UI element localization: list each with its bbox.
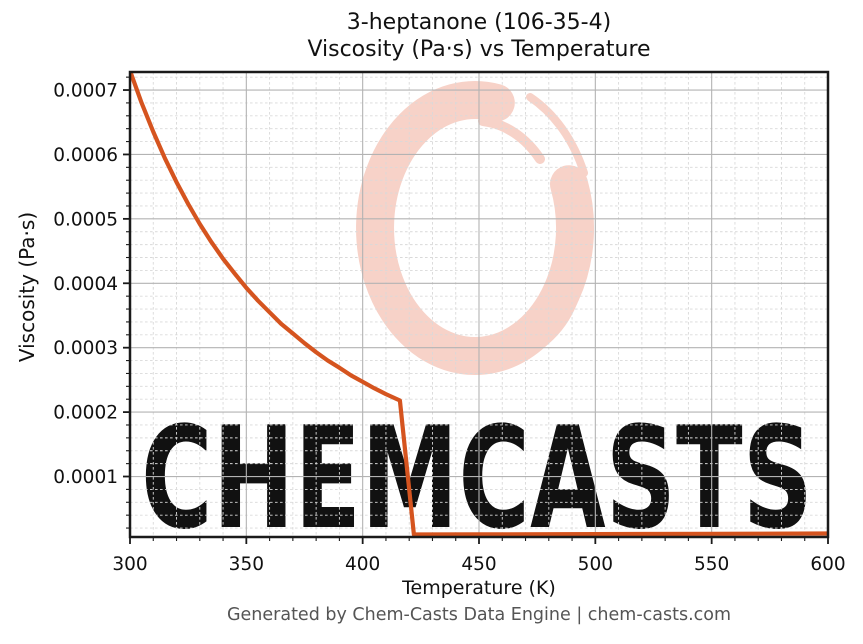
y-tick-label: 0.0004 (53, 274, 118, 295)
x-tick-label: 550 (694, 554, 729, 575)
axis-ticks (123, 76, 829, 544)
title-line-1: 3-heptanone (106-35-4) (346, 10, 612, 35)
x-tick-label: 300 (112, 554, 147, 575)
y-tick-label: 0.0002 (53, 403, 118, 424)
x-tick-label: 600 (810, 554, 845, 575)
y-tick-label: 0.0001 (53, 467, 118, 488)
viscosity-curve (130, 72, 828, 537)
footer-credit: Generated by Chem-Casts Data Engine | ch… (226, 605, 732, 625)
x-tick-label: 400 (345, 554, 380, 575)
y-tick-label: 0.0007 (53, 81, 118, 102)
x-tick-label: 450 (461, 554, 496, 575)
x-tick-label: 350 (229, 554, 264, 575)
y-tick-label: 0.0006 (53, 145, 118, 166)
title-line-2: Viscosity (Pa·s) vs Temperature (307, 37, 651, 62)
y-tick-label: 0.0003 (53, 338, 118, 359)
grid-major (130, 72, 828, 537)
y-tick-label: 0.0005 (53, 209, 118, 230)
axis-tick-labels: 300 350 400 450 500 550 600 0.0001 0.0002 0.0003 0… (53, 81, 845, 575)
x-axis-label: Temperature (K) (402, 577, 556, 599)
chart-title: 3-heptanone (106-35-4) Viscosity (Pa·s) … (130, 9, 828, 63)
x-tick-label: 500 (578, 554, 613, 575)
